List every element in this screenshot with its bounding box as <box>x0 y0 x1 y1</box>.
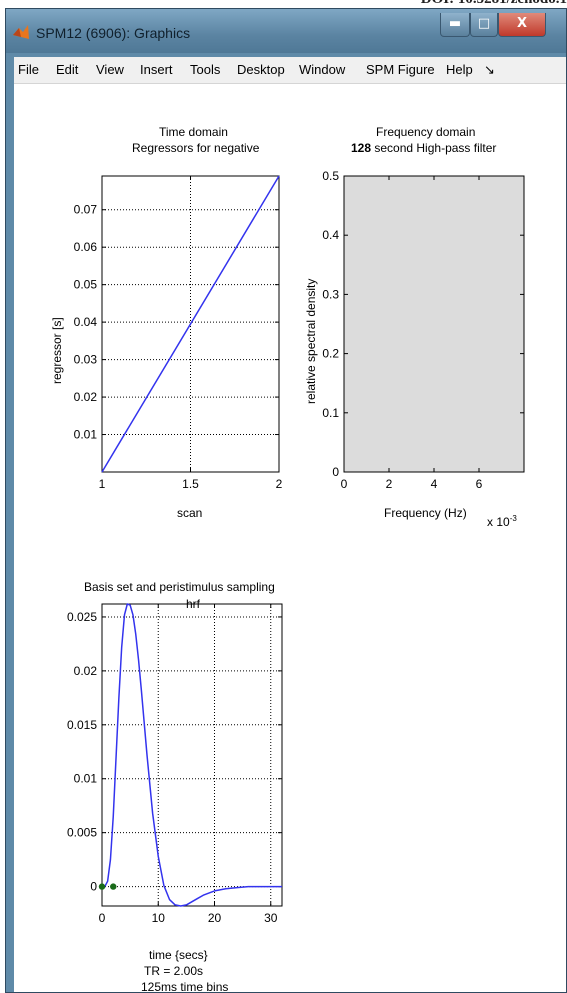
time-regressor-line <box>101 175 280 473</box>
minimize-button[interactable]: ▬ <box>440 13 470 37</box>
matlab-logo-icon <box>13 25 29 39</box>
frequency-domain-chart: 0 2 4 6 0 0.1 0.2 0.3 0.4 0.5 <box>322 169 525 491</box>
menu-window[interactable]: Window <box>299 62 346 77</box>
time-ytick-label: 0.04 <box>74 315 98 329</box>
time-panel-subtitle: Regressors for negative <box>132 141 260 155</box>
menu-edit[interactable]: Edit <box>56 62 79 77</box>
time-xtick-label: 2 <box>276 477 283 491</box>
time-ytick-label: 0.02 <box>74 390 98 404</box>
menu-help[interactable]: Help <box>446 62 473 77</box>
menu-desktop[interactable]: Desktop <box>237 62 285 77</box>
basis-ytick-label: 0 <box>90 880 97 894</box>
sample-marker <box>110 883 117 890</box>
close-button[interactable]: X <box>498 13 546 37</box>
doi-watermark: DOI: 10.5281/zenodo.1 <box>300 0 567 11</box>
freq-ytick-label: 0.3 <box>322 287 339 301</box>
freq-xtick-label: 6 <box>476 477 483 491</box>
freq-panel-subtitle: 128 second High-pass filter <box>351 141 496 155</box>
basis-set-chart: 0 10 20 30 0 0.005 0.01 0.015 0.02 0.025 <box>67 603 283 925</box>
basis-xlabel: time {secs} <box>149 948 208 962</box>
menu-file[interactable]: File <box>18 62 39 77</box>
menu-tools[interactable]: Tools <box>190 62 221 77</box>
time-ytick-label: 0.07 <box>74 203 98 217</box>
freq-xtick-label: 4 <box>431 477 438 491</box>
basis-panel-subtitle: hrf <box>186 597 201 611</box>
basis-xtick-label: 10 <box>152 911 166 925</box>
time-ytick-label: 0.01 <box>74 428 98 442</box>
basis-ytick-label: 0.015 <box>67 718 97 732</box>
basis-xtick-label: 0 <box>99 911 106 925</box>
basis-bins-note: 125ms time bins <box>141 980 229 993</box>
basis-panel-title: Basis set and peristimulus sampling <box>84 580 275 594</box>
charts-layer: 1 1.5 20.010.020.030.040.050.060.07 0 2 4 600… <box>67 169 525 925</box>
basis-ytick-label: 0.02 <box>74 664 98 678</box>
matlab-figure-window: SPM12 (6906): Graphics ▬ □ X File Edit V… <box>5 8 567 993</box>
toolbar-dock-arrow-icon[interactable]: ↘ <box>484 62 495 77</box>
hrf-curve <box>102 603 282 907</box>
menu-spm-figure[interactable]: SPM Figure <box>366 62 435 77</box>
time-ytick-label: 0.03 <box>74 353 98 367</box>
window-title: SPM12 (6906): Graphics <box>36 25 191 41</box>
freq-ytick-label: 0.4 <box>322 228 339 242</box>
menu-view[interactable]: View <box>96 62 124 77</box>
freq-axes-box <box>343 175 525 473</box>
time-ytick-label: 0.05 <box>74 278 98 292</box>
freq-exponent-base: x 10 <box>487 515 510 529</box>
basis-tr-note: TR = 2.00s <box>144 964 204 978</box>
basis-ytick-label: 0.005 <box>67 826 97 840</box>
freq-xlabel: Frequency (Hz) <box>384 506 467 520</box>
freq-ytick-label: 0 <box>332 465 339 479</box>
time-domain-chart: 1 1.5 2 0.01 0.02 0.03 0.04 0.05 0.06 0.07 <box>74 175 283 491</box>
time-xtick-label: 1 <box>99 477 106 491</box>
freq-exponent: x 10-3 <box>487 514 517 529</box>
sample-marker <box>98 883 106 890</box>
freq-xtick-label: 0 <box>341 477 348 491</box>
time-xtick-label: 1.5 <box>182 477 199 491</box>
basis-xtick-label: 30 <box>264 911 278 925</box>
freq-ytick-label: 0.2 <box>322 347 339 361</box>
freq-xtick-label: 2 <box>386 477 393 491</box>
freq-cutoff-value: 128 <box>351 141 372 155</box>
basis-xtick-label: 20 <box>208 911 222 925</box>
time-ytick-label: 0.06 <box>74 240 98 254</box>
basis-ytick-label: 0.01 <box>74 772 98 786</box>
basis-axes-box <box>101 603 283 907</box>
menu-bar: File Edit View Insert Tools Desktop Wind… <box>14 57 566 84</box>
freq-ytick-label: 0.5 <box>322 169 339 183</box>
time-ylabel: regressor [s] <box>50 317 64 384</box>
freq-ylabel: relative spectral density <box>304 278 318 404</box>
maximize-button[interactable]: □ <box>470 13 498 37</box>
freq-subtitle-text: second High-pass filter <box>371 141 497 155</box>
time-panel-title: Time domain <box>159 125 228 139</box>
freq-panel-title: Frequency domain <box>376 125 476 139</box>
figure-canvas: Time domain Regressors for negative Freq… <box>14 84 566 993</box>
title-bar[interactable]: SPM12 (6906): Graphics ▬ □ X <box>6 9 566 53</box>
freq-ytick-label: 0.1 <box>322 406 339 420</box>
freq-exponent-power: -3 <box>509 514 517 523</box>
basis-ytick-label: 0.025 <box>67 610 97 624</box>
menu-insert[interactable]: Insert <box>140 62 173 77</box>
time-xlabel: scan <box>177 506 203 520</box>
